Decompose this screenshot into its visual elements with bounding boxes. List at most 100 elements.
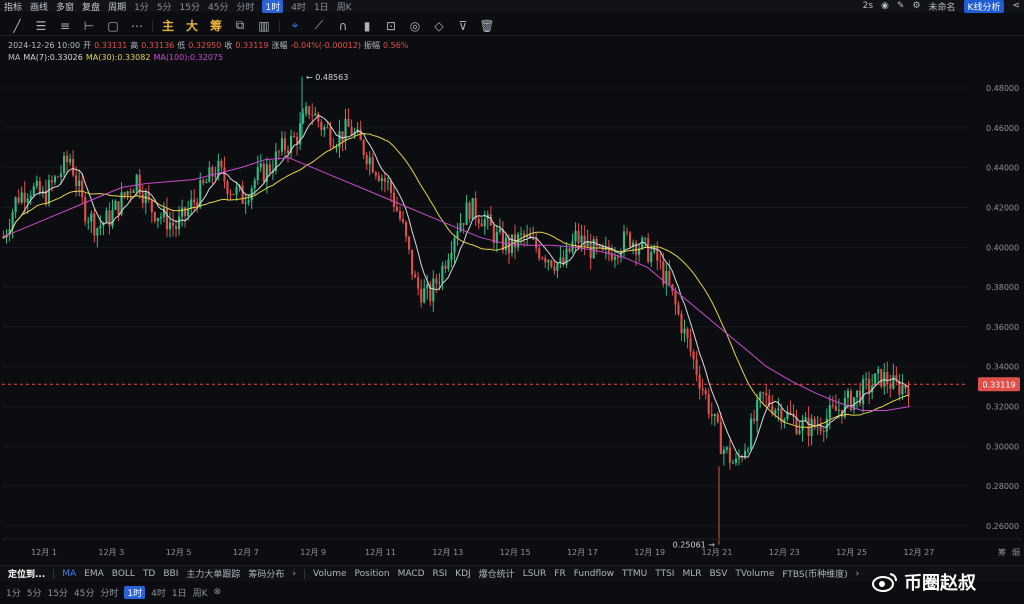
ma7-value: MA(7):0.33026 [23,52,83,62]
magnet-icon[interactable]: ∩ [338,18,348,33]
share-icon[interactable]: ⋖ [1012,1,1020,11]
candle-body [135,174,138,191]
bottom-interval-1h[interactable]: 1时 [124,585,146,599]
indicator-large-order[interactable]: 主力大单跟踪 [186,570,241,580]
main-chart-toggle[interactable]: 主 [161,19,174,33]
candle-body [59,173,63,177]
candle-body [562,257,565,265]
indicator-fr[interactable]: FR [554,568,566,579]
position-button[interactable]: 定位到... [8,570,46,580]
interval-4h[interactable]: 4时 [291,2,306,13]
candle-body [150,199,153,213]
bottom-interval-15m[interactable]: 15分 [47,588,68,599]
ray-icon[interactable]: ⊢ [83,18,95,33]
bottom-interval-1d[interactable]: 1日 [171,588,187,599]
indicator-rsi[interactable]: RSI [432,568,448,579]
candle-body [743,450,747,458]
indicator-ma[interactable]: MA [62,568,77,579]
drawing-menu[interactable]: 画线 [30,2,49,13]
parallel-lines-icon[interactable]: ≡ [59,18,71,33]
indicator-liquidation[interactable]: 爆仓统计 [478,570,515,580]
candle-body [680,313,683,334]
template-name[interactable]: 未命名 [928,2,956,13]
indicator-volume[interactable]: Volume [313,568,347,579]
candle-body [852,397,856,411]
refresh-rate[interactable]: 2s [862,1,874,11]
candle-body [810,418,813,436]
ruler-icon[interactable]: ⟋ [314,18,324,32]
ma-name[interactable]: MA [8,52,21,62]
indicator-kdj[interactable]: KDJ [455,568,471,579]
interval-1m[interactable]: 1分 [134,2,149,13]
chart-type-icon[interactable]: ▥ [258,18,270,33]
candle-body [659,260,662,262]
indicator-ema[interactable]: EMA [84,568,104,579]
indicator-mlr[interactable]: MLR [682,568,702,579]
indicator-tvolume[interactable]: TVolume [735,568,775,579]
candle-body [408,236,411,250]
indicator-ttsi[interactable]: TTSI [655,568,675,579]
interval-5m[interactable]: 5分 [156,2,172,13]
lock-icon[interactable]: ⊡ [385,18,397,33]
indicator-macd[interactable]: MACD [397,568,425,579]
chevron-right-icon[interactable]: › [855,568,860,579]
eye-icon[interactable]: ◎ [409,18,421,33]
indicator-bbi[interactable]: BBI [163,568,179,579]
multi-window-menu[interactable]: 多窗 [56,2,75,13]
indicator-ftbs[interactable]: FTBS(币种维度) [782,570,848,580]
more-icon[interactable]: ⋯ [131,18,143,33]
interval-tick[interactable]: 分时 [236,2,255,13]
candle-body [429,284,432,302]
indicator-chip[interactable]: 筹码分布 [248,570,285,580]
trash-icon[interactable]: 🗑 [479,18,495,33]
chevron-right-icon[interactable]: › [292,568,297,579]
indicator-boll[interactable]: BOLL [111,568,135,579]
y-tick-label: 0.42000 [986,203,1019,212]
indicator-position[interactable]: Position [354,568,390,579]
candle-body [105,210,108,224]
interval-45m[interactable]: 45分 [208,2,229,13]
camera-icon[interactable]: ◉ [881,1,889,11]
interval-1h[interactable]: 1时 [262,0,284,13]
large-order-toggle[interactable]: 大 [185,19,198,33]
bottom-interval-5m[interactable]: 5分 [26,588,42,599]
bottom-interval-1m[interactable]: 1分 [6,588,21,599]
settings-icon[interactable]: ⚙ [912,1,921,11]
bottom-interval-4h[interactable]: 4时 [151,588,166,599]
rectangle-icon[interactable]: ▢ [107,18,119,33]
candle-body [553,266,556,271]
trend-line-icon[interactable]: ╱ [13,18,21,33]
chip-distribution-toggle[interactable]: 筹 [209,19,222,33]
indicator-fundflow[interactable]: Fundflow [573,568,615,579]
period-menu[interactable]: 周期 [108,2,127,13]
indicator-td[interactable]: TD [142,568,156,579]
candle-body [734,458,738,463]
copy-icon[interactable]: ⧉ [235,18,245,32]
close-icon[interactable]: ⊗ [213,587,222,597]
filter-icon[interactable]: ⊽ [458,18,468,33]
candle-body [780,408,783,423]
bottom-interval-tick[interactable]: 分时 [100,588,119,599]
interval-1d[interactable]: 1日 [313,2,329,13]
candle-body [147,192,150,200]
indicator-ttmu[interactable]: TTMU [622,568,648,579]
layers-icon[interactable]: ◇ [434,18,444,33]
candle-body [547,260,550,263]
candle-body [819,426,822,432]
bottom-interval-45m[interactable]: 45分 [73,588,95,599]
candle-body [849,390,853,411]
interval-1w[interactable]: 周K [336,2,352,13]
horizontal-lines-icon[interactable]: ☰ [35,18,47,33]
candlestick-chart[interactable]: 0.48000 0.46000 0.44000 0.42000 0.40000 0.380… [0,36,1024,564]
bottom-interval-1w[interactable]: 周K [192,588,208,599]
analysis-button[interactable]: K线分析 [963,0,1005,13]
interval-15m[interactable]: 15分 [179,2,200,13]
selection-icon[interactable]: ⌖ [291,18,299,32]
indicator-lsur[interactable]: LSUR [522,568,547,579]
indicator-bsv[interactable]: BSV [709,568,728,579]
edit-icon[interactable]: ✎ [896,1,905,11]
indicators-menu[interactable]: 指标 [4,2,23,13]
replay-menu[interactable]: 复盘 [82,2,101,13]
candles-icon[interactable]: ▮ [363,18,371,33]
change-value: -0.04%(-0.00012) [290,40,361,50]
